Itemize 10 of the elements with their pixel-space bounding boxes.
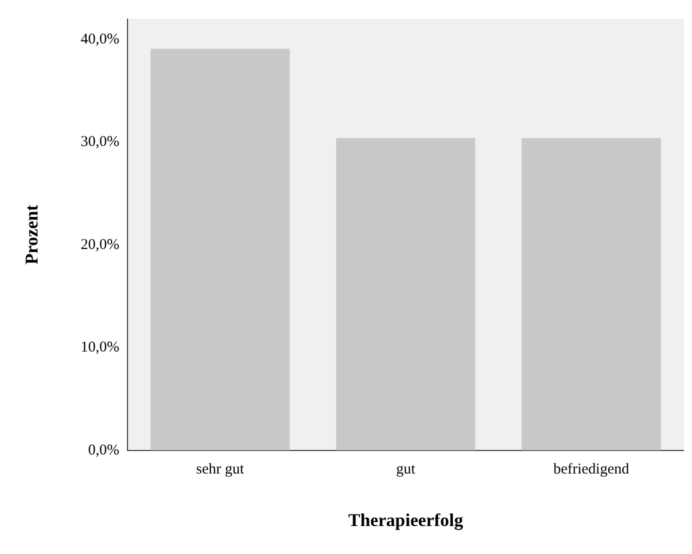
y-tick-label: 10,0% xyxy=(80,340,120,356)
x-axis-title: Therapieerfolg xyxy=(348,510,464,530)
x-tick-label: befriedigend xyxy=(553,461,630,478)
y-tick-label: 0,0% xyxy=(88,442,120,458)
y-tick-label: 40,0% xyxy=(80,31,120,48)
x-tick-label: gut xyxy=(396,461,416,478)
y-tick-label: 20,0% xyxy=(80,236,120,253)
y-axis-title: Prozent xyxy=(21,204,42,265)
y-tick-label: 30,0% xyxy=(80,134,120,150)
x-tick-label: sehr gut xyxy=(196,461,245,478)
